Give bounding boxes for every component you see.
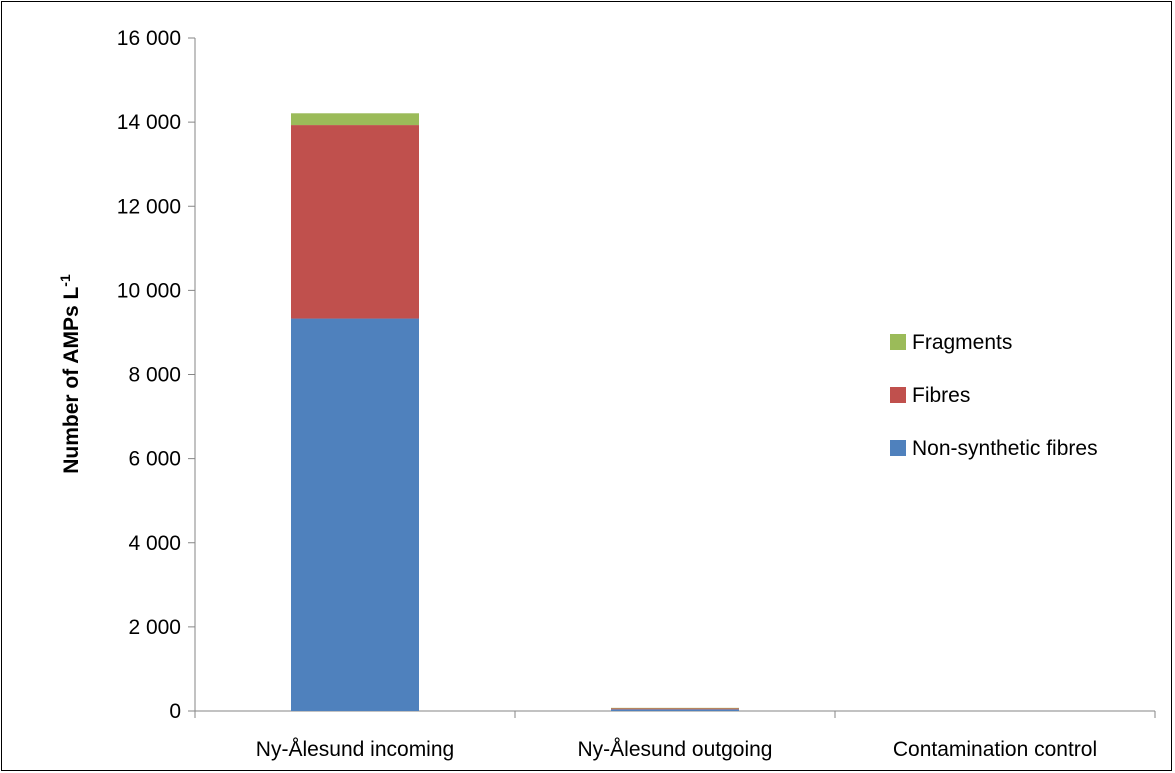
x-axis: Ny-Ålesund incoming Ny-Ålesund outgoing Co… <box>194 710 1156 761</box>
y-tick-label: 4 000 <box>128 532 181 555</box>
legend-swatch <box>890 440 906 456</box>
legend: Fragments Fibres Non-synthetic fibres <box>890 331 1098 460</box>
legend-swatch <box>890 387 906 403</box>
y-tick-label: 0 <box>169 700 181 723</box>
bar-segment <box>291 125 419 319</box>
bar-segment <box>611 708 739 710</box>
bar-segment <box>611 709 739 711</box>
x-category-label: Contamination control <box>893 738 1097 761</box>
x-category-label: Ny-Ålesund outgoing <box>578 738 773 761</box>
y-tick-label: 12 000 <box>117 195 181 218</box>
y-axis-title-main: Number of AMPs L <box>60 287 83 474</box>
bar-segment <box>291 318 419 711</box>
legend-label: Fibres <box>912 384 970 407</box>
legend-swatch <box>890 334 906 350</box>
legend-label: Fragments <box>912 331 1012 354</box>
bar-segment <box>611 707 739 709</box>
legend-label: Non-synthetic fibres <box>912 437 1098 460</box>
y-tick-label: 8 000 <box>128 364 181 387</box>
y-tick-label: 16 000 <box>117 27 181 50</box>
x-category-label: Ny-Ålesund incoming <box>256 738 454 761</box>
bar-segment <box>291 113 419 126</box>
y-axis: 0 2 000 4 000 6 000 8 000 10 000 12 000 14 000 1… <box>117 27 196 723</box>
y-axis-title-superscript: -1 <box>57 274 73 287</box>
y-tick-label: 6 000 <box>128 448 181 471</box>
y-tick-label: 2 000 <box>128 616 181 639</box>
y-axis-title: Number of AMPs L-1 <box>57 274 83 474</box>
y-tick-label: 10 000 <box>117 279 181 302</box>
bars <box>291 113 739 711</box>
y-tick-label: 14 000 <box>117 111 181 134</box>
